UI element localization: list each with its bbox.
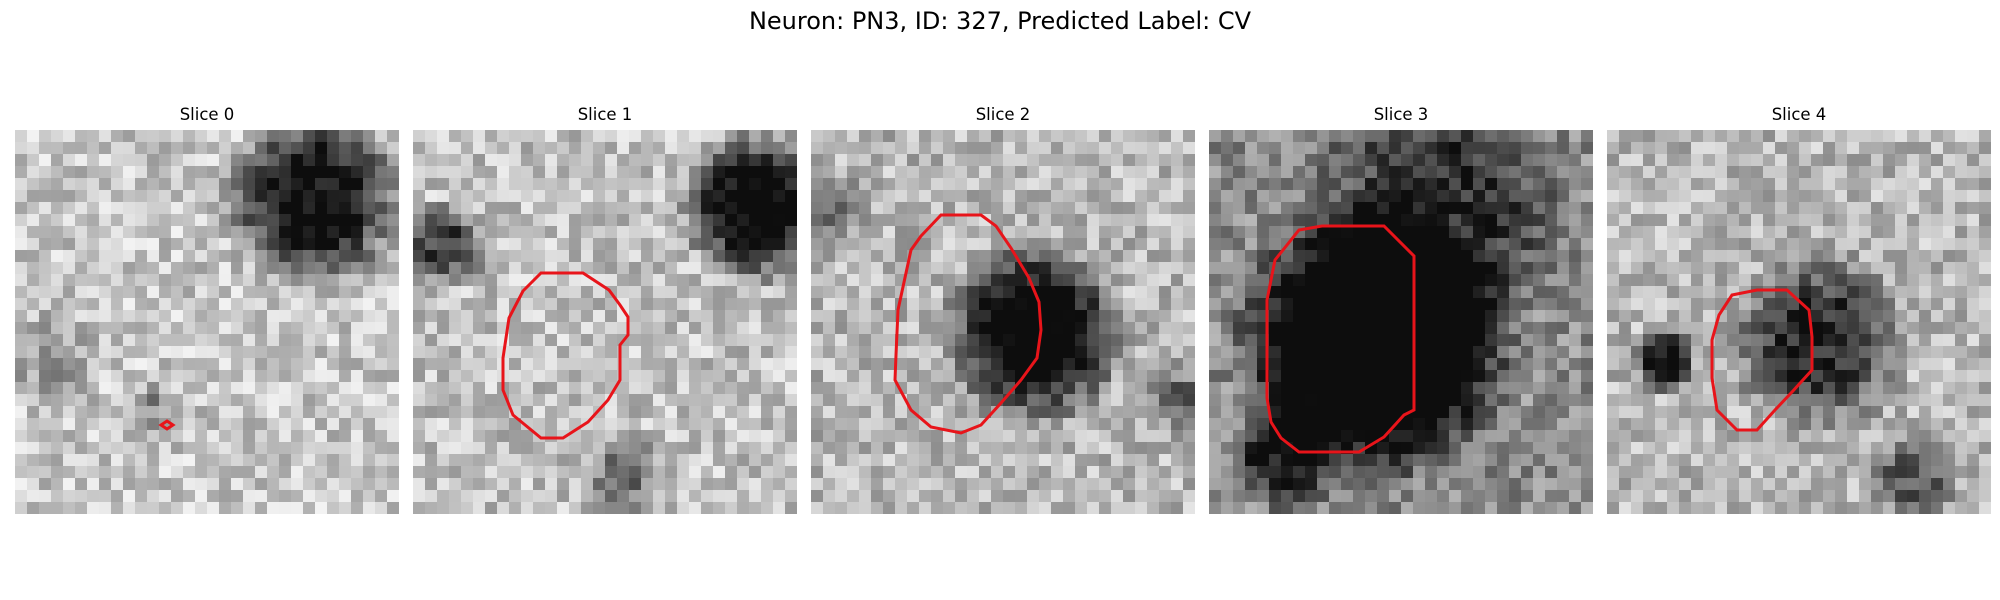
slice-image xyxy=(811,130,1195,514)
segmentation-contour xyxy=(1710,288,1814,432)
slice-title: Slice 1 xyxy=(577,105,633,124)
slice-image xyxy=(1607,130,1991,514)
slice-panel: Slice 4 xyxy=(1607,104,1991,514)
slice-panel: Slice 0 xyxy=(15,104,399,514)
segmentation-contour xyxy=(501,271,630,440)
figure-title: Neuron: PN3, ID: 327, Predicted Label: C… xyxy=(748,7,1252,35)
slice-panel: Slice 1 xyxy=(413,104,797,514)
slice-title: Slice 0 xyxy=(179,105,235,124)
slice-title: Slice 3 xyxy=(1373,105,1429,124)
slice-panel: Slice 2 xyxy=(811,104,1195,514)
segmentation-contour xyxy=(893,213,1043,435)
segmentation-contour xyxy=(1265,224,1416,454)
slice-image xyxy=(1209,130,1593,514)
slice-title: Slice 4 xyxy=(1771,105,1827,124)
slice-image xyxy=(15,130,399,514)
slice-panel: Slice 3 xyxy=(1209,104,1593,514)
segmentation-contour xyxy=(158,419,176,431)
slice-image xyxy=(413,130,797,514)
slice-title: Slice 2 xyxy=(975,105,1031,124)
